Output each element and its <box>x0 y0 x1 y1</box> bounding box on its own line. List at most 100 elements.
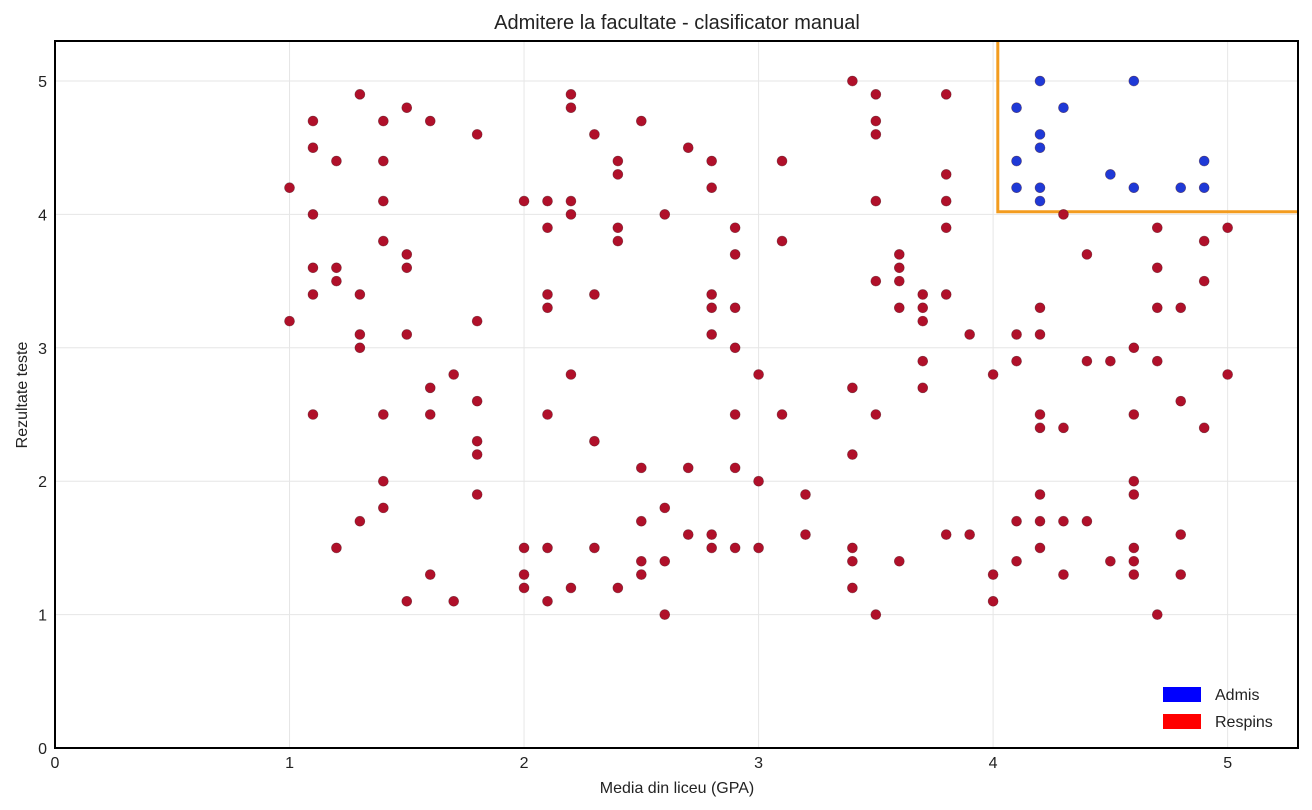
data-point <box>1034 182 1046 194</box>
data-point <box>894 275 905 287</box>
data-point <box>448 369 459 380</box>
data-point <box>1128 409 1140 420</box>
data-point <box>471 315 483 327</box>
data-point <box>401 249 413 260</box>
data-point <box>729 462 741 474</box>
data-point <box>378 235 389 247</box>
data-point <box>1034 302 1046 314</box>
data-point <box>1175 569 1187 580</box>
data-point <box>1081 515 1093 527</box>
data-point <box>307 409 319 420</box>
data-point <box>1198 182 1210 194</box>
data-point <box>636 515 647 527</box>
data-point <box>448 595 459 607</box>
data-point <box>1198 235 1210 247</box>
data-point <box>1034 129 1046 140</box>
y-tick-label: 2 <box>38 474 47 491</box>
data-point <box>612 169 624 180</box>
data-point <box>870 115 882 127</box>
data-point <box>776 235 788 247</box>
data-point <box>636 569 647 580</box>
data-point <box>542 595 553 607</box>
data-point <box>1175 182 1187 194</box>
data-point <box>354 289 366 300</box>
data-point <box>542 409 553 420</box>
data-point <box>565 195 577 207</box>
data-point <box>378 155 389 167</box>
x-axis-ticks: 0 1 2 3 4 5 <box>51 755 1233 772</box>
y-tick-label: 3 <box>38 341 47 358</box>
data-point <box>917 302 929 314</box>
x-tick-label: 2 <box>520 755 529 772</box>
data-point <box>354 515 366 527</box>
data-point <box>1034 75 1046 87</box>
legend-swatch <box>1163 714 1201 729</box>
data-point <box>917 315 929 327</box>
data-point <box>1128 342 1140 354</box>
data-point <box>636 462 647 474</box>
data-point <box>1034 489 1046 500</box>
data-point <box>870 609 882 620</box>
data-point <box>378 115 389 127</box>
data-point <box>847 449 858 460</box>
data-point <box>1034 542 1046 554</box>
data-point <box>565 209 577 220</box>
data-point <box>659 502 671 514</box>
data-point <box>753 475 764 487</box>
data-point <box>636 555 647 567</box>
legend-label: Admis <box>1215 687 1259 704</box>
data-point <box>847 75 858 87</box>
data-point <box>1222 222 1233 234</box>
data-point <box>1128 182 1140 194</box>
data-point <box>753 369 764 380</box>
data-point <box>940 195 952 207</box>
data-point <box>847 542 858 554</box>
legend-label: Respins <box>1215 714 1273 731</box>
data-point <box>1034 195 1046 207</box>
data-point <box>706 329 717 340</box>
data-point <box>1105 169 1116 180</box>
data-point <box>542 542 553 554</box>
data-point <box>1151 222 1163 234</box>
data-point <box>1058 102 1069 113</box>
data-point <box>378 195 389 207</box>
data-point <box>776 409 788 420</box>
data-point <box>1011 155 1022 167</box>
data-point <box>378 409 389 420</box>
y-axis-label: Rezultate teste <box>14 342 31 449</box>
data-point <box>1175 529 1187 540</box>
data-point <box>542 289 553 300</box>
data-point <box>471 449 483 460</box>
x-tick-label: 0 <box>51 755 60 772</box>
data-point <box>471 489 483 500</box>
y-tick-label: 1 <box>38 608 47 625</box>
data-point <box>1198 422 1210 434</box>
data-point <box>565 89 577 100</box>
data-point <box>1034 329 1046 340</box>
data-point <box>706 289 717 300</box>
data-point <box>729 222 741 234</box>
y-tick-label: 5 <box>38 74 47 91</box>
data-point <box>589 542 600 554</box>
data-point <box>753 542 764 554</box>
data-point <box>565 369 577 380</box>
data-point <box>1198 275 1210 287</box>
data-point <box>542 302 553 314</box>
data-point <box>518 569 530 580</box>
data-point <box>401 102 413 113</box>
data-point <box>1034 409 1046 420</box>
data-point <box>307 142 319 154</box>
data-point <box>1011 182 1022 194</box>
data-point <box>987 569 999 580</box>
data-point <box>1198 155 1210 167</box>
data-point <box>870 275 882 287</box>
data-point <box>1034 422 1046 434</box>
data-point <box>518 195 530 207</box>
data-point <box>307 209 319 220</box>
data-point <box>565 102 577 113</box>
data-point <box>706 155 717 167</box>
data-point <box>1011 515 1022 527</box>
data-point <box>847 382 858 394</box>
data-point <box>1058 515 1069 527</box>
